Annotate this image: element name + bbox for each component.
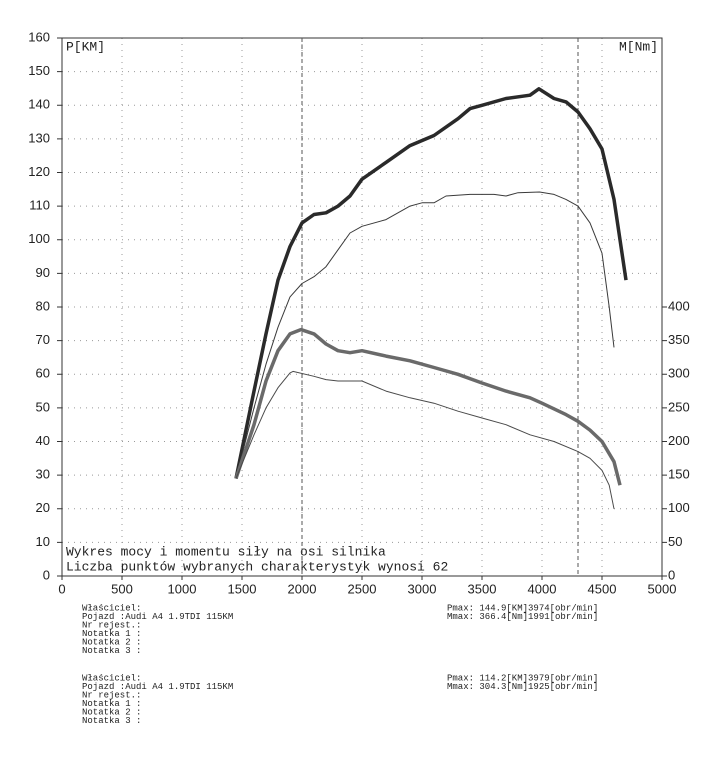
- info-line: Notatka 3 :: [82, 646, 141, 656]
- info-line: Nr rejest.:: [82, 620, 141, 630]
- y-tick-label: 90: [36, 265, 50, 280]
- y-tick-label: 140: [28, 97, 50, 112]
- y-tick-label: 80: [36, 298, 50, 313]
- x-tick-label: 1500: [228, 581, 257, 596]
- series-line: [235, 191, 615, 479]
- y2-tick-label: 300: [668, 366, 690, 381]
- x-tick-label: 3000: [408, 581, 437, 596]
- annotation: Wykres mocy i momentu siły na osi silnik…: [66, 544, 386, 559]
- pmax: Pmax: 114.2[KM]3979[obr/min]: [447, 673, 598, 683]
- info-line: Notatka 1 :: [82, 699, 141, 709]
- info-line: Notatka 1 :: [82, 629, 141, 639]
- y-tick-label: 30: [36, 467, 50, 482]
- y-tick-label: 0: [43, 567, 50, 582]
- y-tick-label: 150: [28, 63, 50, 78]
- info-line: Nr rejest.:: [82, 690, 141, 700]
- x-tick-label: 1000: [168, 581, 197, 596]
- y-tick-label: 70: [36, 332, 50, 347]
- info-line: Notatka 2 :: [82, 637, 141, 647]
- y2-tick-label: 250: [668, 399, 690, 414]
- y-tick-label: 10: [36, 534, 50, 549]
- info-line: Notatka 3 :: [82, 716, 141, 726]
- y2-tick-label: 100: [668, 500, 690, 515]
- series-line: [234, 87, 628, 479]
- y-tick-label: 20: [36, 500, 50, 515]
- y-tick-label: 100: [28, 231, 50, 246]
- y-tick-label: 120: [28, 164, 50, 179]
- y-axis-label: P[KM]: [66, 39, 105, 54]
- y-tick-label: 40: [36, 433, 50, 448]
- x-tick-label: 2500: [348, 581, 377, 596]
- mmax: Mmax: 366.4[Nm]1991[obr/min]: [447, 612, 598, 622]
- mmax: Mmax: 304.3[Nm]1925[obr/min]: [447, 682, 598, 692]
- y-tick-label: 50: [36, 399, 50, 414]
- y2-tick-label: 200: [668, 433, 690, 448]
- y2-axis-label: M[Nm]: [619, 39, 658, 54]
- info-line: Notatka 2 :: [82, 707, 141, 717]
- y-tick-label: 110: [29, 198, 50, 213]
- series-line: [234, 327, 622, 486]
- y-tick-label: 60: [36, 366, 50, 381]
- info-line: Pojazd :Audi A4 1.9TDI 115KM: [82, 682, 233, 692]
- y2-tick-label: 400: [668, 298, 690, 313]
- y-tick-label: 130: [28, 130, 50, 145]
- x-tick-label: 0: [58, 581, 65, 596]
- x-tick-label: 500: [111, 581, 133, 596]
- info-line: Właściciel:: [82, 673, 141, 683]
- pmax: Pmax: 144.9[KM]3974[obr/min]: [447, 603, 598, 613]
- x-tick-label: 4500: [588, 581, 617, 596]
- info-line: Właściciel:: [82, 603, 141, 613]
- x-tick-label: 2000: [288, 581, 317, 596]
- y2-tick-label: 0: [668, 567, 675, 582]
- annotation: Liczba punktów wybranych charakterystyk …: [66, 559, 448, 574]
- y-tick-label: 160: [28, 29, 50, 44]
- series-line: [235, 370, 615, 509]
- x-tick-label: 5000: [648, 581, 677, 596]
- y2-tick-label: 50: [668, 534, 682, 549]
- info-line: Pojazd :Audi A4 1.9TDI 115KM: [82, 612, 233, 622]
- x-tick-label: 4000: [528, 581, 557, 596]
- x-tick-label: 3500: [468, 581, 497, 596]
- y2-tick-label: 150: [668, 467, 690, 482]
- y2-tick-label: 350: [668, 332, 690, 347]
